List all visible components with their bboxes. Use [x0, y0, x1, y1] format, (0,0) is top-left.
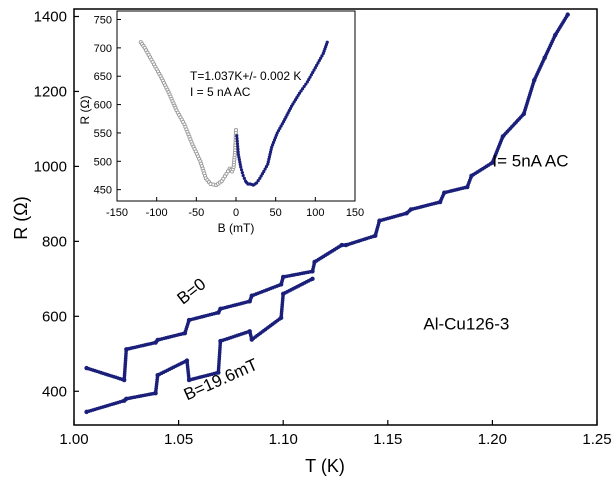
inset-x-tick-label: -100: [146, 207, 168, 219]
inset-point-positive-b: [236, 150, 240, 154]
inset-point-positive-b: [317, 59, 321, 63]
main-y-tick-label: 400: [42, 383, 67, 400]
inset-x-tick-label: -50: [188, 207, 204, 219]
inset-point-positive-b: [237, 157, 241, 162]
inset-y-tick-label: 550: [94, 128, 112, 140]
inset-point-positive-b: [264, 164, 269, 169]
inset-current-label: I = 5 nA AC: [190, 85, 251, 99]
inset-point-positive-b: [269, 147, 273, 152]
inset-y-tick-label: 500: [94, 156, 112, 168]
main-x-axis: 1.00 1.05 1.10 1.15 1.20 1.25: [59, 420, 612, 448]
inset-point-positive-b: [256, 178, 260, 183]
inset-x-tick-label: 100: [306, 207, 324, 219]
inset-point-positive-b: [239, 165, 243, 169]
inset-point-positive-b: [315, 63, 319, 67]
main-y-axis-title: R (Ω): [11, 196, 31, 239]
inset-data-points: [138, 40, 329, 188]
main-x-tick-label: 1.05: [164, 431, 193, 448]
main-x-tick-label: 1.15: [373, 431, 402, 448]
inset-y-axis-title: R (Ω): [78, 96, 92, 125]
inset-y-tick-label: 450: [94, 185, 112, 197]
inset-y-axis: 450 500 550 600 650 700 750: [94, 15, 121, 197]
inset-point-positive-b: [268, 150, 273, 154]
inset-point-positive-b: [319, 56, 323, 60]
inset-point-positive-b: [316, 61, 320, 65]
inset-point-positive-b: [235, 142, 240, 146]
inset-point-positive-b: [237, 155, 241, 159]
inset-point-positive-b: [240, 171, 244, 175]
inset-point-positive-b: [266, 162, 270, 166]
main-x-tick-label: 1.00: [59, 431, 88, 448]
inset-x-axis: -150 -100 -50 0 50 100 150: [106, 197, 364, 219]
inset-point-positive-b: [299, 89, 303, 93]
main-y-tick-label: 1000: [34, 158, 67, 175]
inset-point-positive-b: [236, 147, 240, 151]
inset-y-tick-label: 700: [94, 43, 112, 55]
inset-point-positive-b: [241, 173, 245, 178]
inset-point-positive-b: [305, 80, 309, 84]
inset-y-tick-label: 650: [94, 71, 112, 83]
inset-point-positive-b: [302, 84, 306, 89]
inset-point-positive-b: [235, 136, 239, 141]
inset-point-positive-b: [309, 73, 313, 77]
inset-point-negative-b: [233, 128, 239, 133]
inset-point-positive-b: [235, 139, 239, 143]
inset-point-positive-b: [242, 176, 246, 180]
annotation-current-label: I= 5nA AC: [492, 151, 568, 170]
main-y-tick-label: 1200: [34, 83, 67, 100]
inset-point-positive-b: [267, 157, 271, 161]
inset-point-positive-b: [325, 40, 329, 44]
inset-point-positive-b: [255, 181, 259, 185]
inset-point-positive-b: [262, 169, 266, 174]
main-y-tick-label: 1400: [34, 8, 67, 25]
main-y-tick-label: 800: [42, 233, 67, 250]
main-y-tick-label: 600: [42, 308, 67, 325]
inset-point-positive-b: [236, 144, 240, 149]
main-x-tick-label: 1.10: [269, 431, 298, 448]
main-point-b0: [565, 12, 570, 17]
inset-point-positive-b: [308, 75, 312, 79]
inset-point-positive-b: [311, 70, 315, 75]
inset-point-positive-b: [320, 54, 324, 58]
inset-point-positive-b: [267, 155, 272, 159]
inset-x-axis-title: B (mT): [218, 221, 255, 235]
inset-point-positive-b: [307, 77, 311, 82]
inset-point-positive-b: [239, 168, 244, 172]
annotation-sample-label: Al-Cu126-3: [423, 314, 509, 333]
inset-point-positive-b: [297, 91, 302, 95]
inset-x-tick-label: 0: [233, 207, 239, 219]
inset-x-tick-label: 50: [270, 207, 282, 219]
inset-x-tick-label: 150: [346, 207, 364, 219]
inset-point-positive-b: [313, 66, 317, 70]
main-y-axis: 400 600 800 1000 1200 1400: [34, 8, 79, 400]
inset-plot-frame: [116, 10, 356, 202]
inset-x-tick-label: -150: [106, 207, 128, 219]
inset-point-positive-b: [301, 87, 305, 91]
inset-temperature-label: T=1.037K+/- 0.002 K: [190, 69, 301, 83]
inset-point-positive-b: [263, 167, 267, 171]
inset-point-positive-b: [238, 160, 242, 164]
inset-y-tick-label: 750: [94, 15, 112, 27]
main-point-b196: [310, 276, 315, 282]
inset-point-positive-b: [268, 152, 272, 157]
inset-point-positive-b: [304, 82, 308, 86]
inset-point-positive-b: [238, 162, 242, 167]
inset-point-positive-b: [235, 134, 239, 138]
inset-point-positive-b: [312, 68, 316, 72]
inset-point-positive-b: [266, 160, 270, 164]
inset-y-tick-label: 600: [94, 100, 112, 112]
main-data-points: [84, 12, 570, 415]
inset-point-positive-b: [236, 152, 240, 157]
main-x-tick-label: 1.25: [582, 431, 611, 448]
main-x-axis-title: T (K): [305, 456, 345, 476]
main-x-tick-label: 1.20: [478, 431, 507, 448]
